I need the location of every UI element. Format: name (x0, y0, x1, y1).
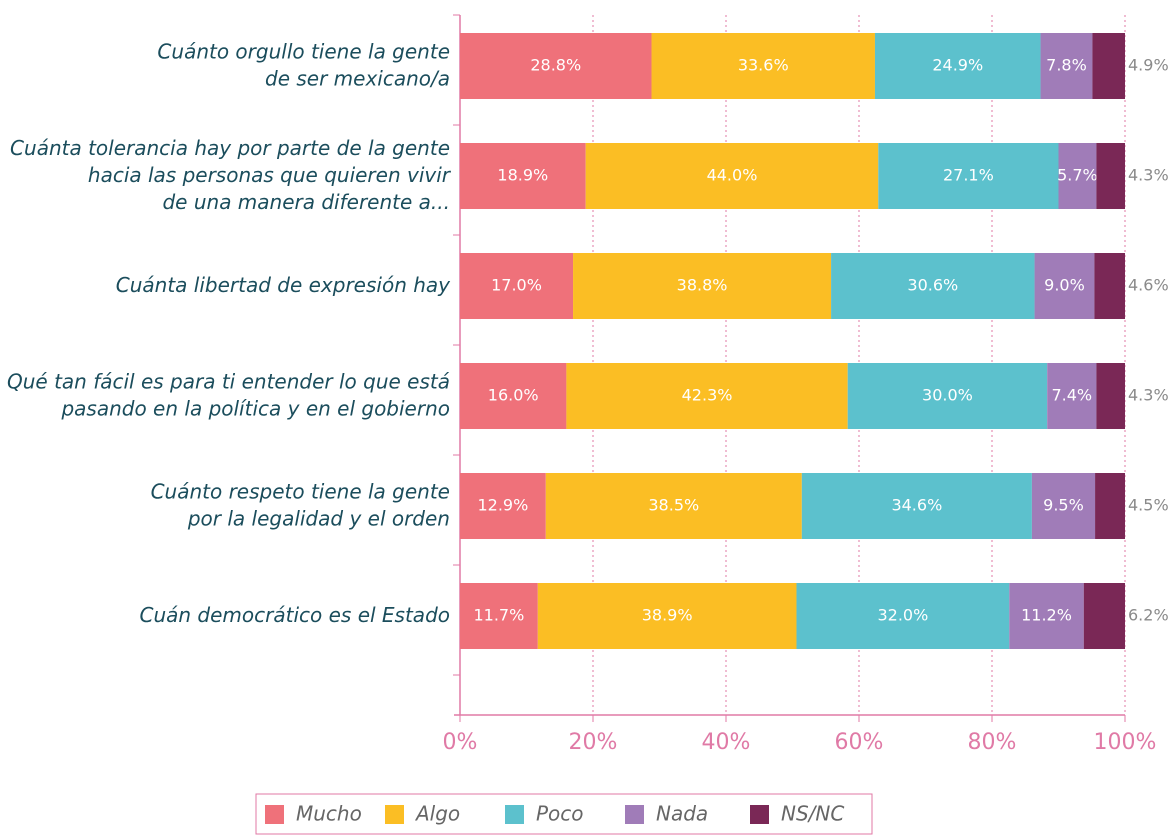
category-label: Cuánta tolerancia hay por parte de la ge… (10, 136, 452, 214)
bar-segment (460, 363, 567, 429)
value-label: 18.9% (497, 166, 548, 185)
x-tick-label: 40% (702, 730, 751, 755)
legend-swatch (625, 805, 644, 824)
value-label: 9.0% (1044, 276, 1085, 295)
value-label: 30.6% (907, 276, 958, 295)
value-label: 38.5% (648, 496, 699, 515)
bar-segment (460, 473, 546, 539)
value-label: 24.9% (932, 56, 983, 75)
bar-segment (1034, 253, 1095, 319)
bar-segment (460, 143, 586, 209)
bar-segment (460, 253, 574, 319)
bar-segment (1096, 363, 1125, 429)
value-label: 27.1% (943, 166, 994, 185)
value-label: 4.3% (1128, 166, 1169, 185)
bar-segment (545, 473, 802, 539)
value-label: 32.0% (877, 606, 928, 625)
x-tick-label: 80% (968, 730, 1017, 755)
value-label: 30.0% (922, 386, 973, 405)
legend-label: Poco (536, 802, 584, 826)
bar-segment (1031, 473, 1096, 539)
legend-swatch (750, 805, 769, 824)
x-tick-label: 0% (443, 730, 478, 755)
bar-segment (1009, 583, 1084, 649)
bar-segment (831, 253, 1035, 319)
x-tick-label: 60% (835, 730, 884, 755)
value-label: 4.5% (1128, 496, 1169, 515)
value-label: 4.9% (1128, 56, 1169, 75)
legend-label: Mucho (296, 802, 362, 826)
value-label: 4.6% (1128, 276, 1169, 295)
value-label: 28.8% (530, 56, 581, 75)
bar-segment (878, 143, 1059, 209)
bar-segment (460, 583, 538, 649)
value-label: 11.7% (473, 606, 524, 625)
legend-swatch (385, 805, 404, 824)
legend-label: Nada (656, 802, 708, 826)
value-label: 5.7% (1057, 166, 1098, 185)
category-label: Cuán democrático es el Estado (140, 603, 451, 627)
bar-segment (537, 583, 797, 649)
value-label: 34.6% (891, 496, 942, 515)
category-label: Cuánto respeto tiene la gente por la lega… (151, 479, 450, 530)
bar-segment (1096, 143, 1125, 209)
bar-segment (1047, 363, 1097, 429)
bar-segment (847, 363, 1048, 429)
value-label: 6.2% (1128, 606, 1169, 625)
value-label: 7.8% (1046, 56, 1087, 75)
category-label: Cuánta libertad de expresión hay (116, 273, 451, 297)
bar-segment (1095, 473, 1125, 539)
value-label: 38.9% (642, 606, 693, 625)
value-label: 12.9% (477, 496, 528, 515)
bar-segment (1040, 33, 1093, 99)
category-label: Cuánto orgullo tiene la gente de ser mexi… (157, 39, 450, 90)
bar-segment (573, 253, 832, 319)
legend-box (255, 793, 873, 835)
value-label: 16.0% (488, 386, 539, 405)
legend-swatch (265, 805, 284, 824)
value-label: 17.0% (491, 276, 542, 295)
bar-segment (1058, 143, 1097, 209)
bar-segment (1092, 33, 1125, 99)
value-label: 38.8% (677, 276, 728, 295)
bar-segment (796, 583, 1010, 649)
bar-segment (1083, 583, 1125, 649)
value-label: 4.3% (1128, 386, 1169, 405)
value-label: 33.6% (738, 56, 789, 75)
bar-segment (874, 33, 1041, 99)
value-label: 44.0% (707, 166, 758, 185)
bar-segment (566, 363, 848, 429)
bar-segment (801, 473, 1032, 539)
value-label: 7.4% (1051, 386, 1092, 405)
value-label: 9.5% (1043, 496, 1084, 515)
x-tick-label: 20% (569, 730, 618, 755)
legend-label: NS/NC (781, 802, 844, 826)
bar-segment (460, 33, 652, 99)
bar-segment (585, 143, 879, 209)
bar-segment (651, 33, 875, 99)
category-label: Qué tan fácil es para ti entender lo que… (7, 369, 450, 420)
bar-segment (1094, 253, 1125, 319)
legend-swatch (505, 805, 524, 824)
value-label: 11.2% (1021, 606, 1072, 625)
x-tick-label: 100% (1094, 730, 1157, 755)
value-label: 42.3% (682, 386, 733, 405)
legend-label: Algo (414, 802, 460, 826)
